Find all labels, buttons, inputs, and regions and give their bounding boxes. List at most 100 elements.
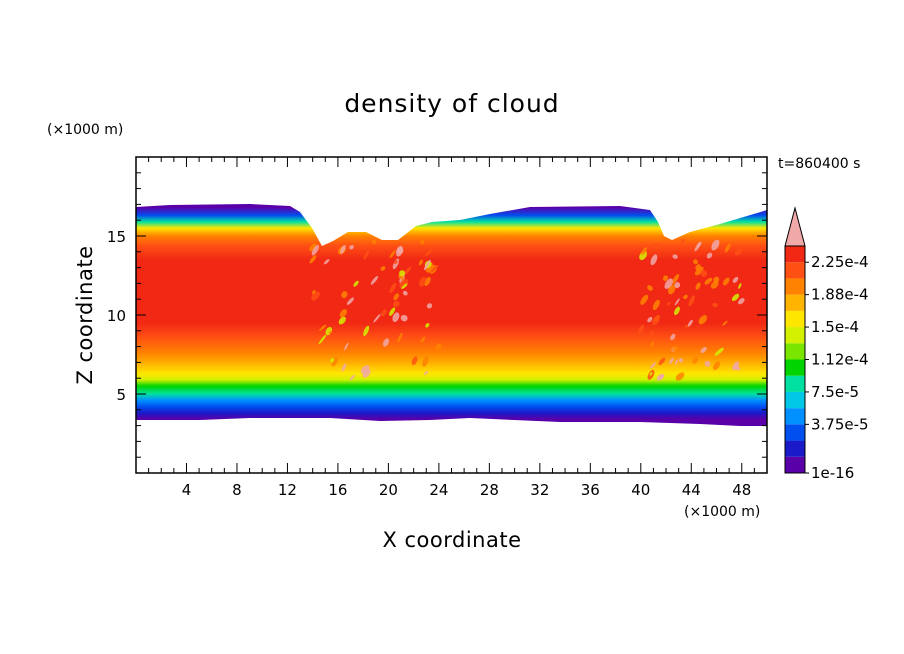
turbulence-patch [435, 343, 442, 351]
turbulence-patch [671, 274, 680, 285]
turbulence-patch [640, 294, 649, 305]
turbulence-patch [704, 277, 713, 285]
turbulence-patch [712, 302, 718, 308]
turbulence-patch [684, 324, 688, 329]
turbulence-patch [688, 295, 695, 307]
colorbar-label: 2.25e-4 [811, 253, 869, 271]
turbulence-patch [662, 275, 669, 282]
turbulence-patch [344, 342, 349, 351]
colorbar-swatch [785, 343, 805, 360]
turbulence-patch [419, 276, 426, 287]
turbulence-patch [639, 250, 647, 261]
turbulence-patch [722, 277, 730, 286]
turbulence-patch [674, 359, 679, 365]
x-tick-label: 24 [429, 481, 448, 499]
colorbar-label: 7.5e-5 [811, 383, 859, 401]
turbulence-patch [370, 276, 379, 285]
x-tick-label: 8 [232, 481, 242, 499]
turbulence-patch [363, 250, 370, 260]
x-tick-label: 12 [278, 481, 297, 499]
turbulence-patch [389, 250, 396, 259]
turbulence-patch [404, 266, 412, 276]
turbulence-patch [667, 301, 671, 306]
turbulence-patch [425, 322, 430, 328]
colorbar-swatch [785, 408, 805, 425]
turbulence-patch [372, 239, 377, 245]
colorbar-swatch [785, 424, 805, 441]
turbulence-patch [338, 316, 346, 325]
turbulence-patch [641, 247, 648, 255]
turbulence-patch [425, 248, 433, 256]
turbulence-patch [422, 356, 429, 367]
x-tick-label: 28 [480, 481, 499, 499]
colorbar-swatch [785, 262, 805, 279]
turbulent-mixing-regions [309, 239, 745, 381]
turbulence-patch [647, 316, 653, 323]
turbulence-patch [396, 247, 404, 254]
turbulence-patch [363, 325, 370, 337]
turbulence-patch [700, 270, 708, 277]
x-tick-label: 20 [379, 481, 398, 499]
turbulence-patch [339, 309, 348, 318]
turbulence-patch [732, 276, 739, 283]
time-label: t=860400 s [778, 156, 860, 172]
turbulence-patch [400, 314, 408, 322]
cloud-field [136, 204, 767, 426]
turbulence-patch [672, 345, 679, 352]
turbulence-patch [706, 252, 713, 259]
turbulence-patch [724, 243, 731, 253]
turbulence-patch [647, 285, 653, 291]
turbulence-patch [389, 307, 396, 316]
turbulence-patch [402, 290, 408, 296]
colorbar-label: 1e-16 [811, 464, 854, 482]
turbulence-patch [346, 297, 354, 305]
turbulence-patch [722, 320, 728, 326]
turbulence-patch [309, 255, 317, 264]
turbulence-patch [311, 291, 320, 301]
x-tick-label: 36 [581, 481, 600, 499]
turbulence-patch [737, 298, 745, 305]
turbulence-patch [653, 242, 660, 249]
turbulence-patch [672, 254, 678, 259]
turbulence-patch [430, 264, 439, 273]
colorbar-swatch [785, 456, 805, 473]
turbulence-patch [651, 315, 660, 326]
colorbar-swatch [785, 359, 805, 376]
turbulence-patch [734, 248, 743, 256]
turbulence-patch [423, 259, 431, 271]
turbulence-patch [382, 338, 390, 347]
turbulence-patch [401, 283, 408, 290]
x-tick-label: 32 [530, 481, 549, 499]
turbulence-patch [649, 372, 653, 376]
turbulence-patch [362, 369, 371, 378]
turbulence-patch [698, 315, 708, 325]
turbulence-patch [695, 264, 701, 271]
turbulence-patch [349, 244, 354, 250]
turbulence-patch [380, 266, 386, 271]
colorbar-label: 1.12e-4 [811, 351, 869, 369]
x-axis-label: X coordinate [382, 528, 521, 552]
turbulence-patch [664, 278, 673, 289]
y-unit-label: (×1000 m) [47, 122, 123, 138]
x-tick-label: 44 [682, 481, 701, 499]
turbulence-patch [674, 298, 680, 306]
turbulence-patch [318, 334, 327, 345]
y-tick-label: 15 [107, 228, 126, 246]
colorbar-swatch [785, 440, 805, 457]
turbulence-patch [732, 361, 740, 371]
turbulence-patch [393, 293, 400, 301]
turbulence-patch [420, 240, 425, 245]
colorbar-label: 3.75e-5 [811, 415, 869, 433]
turbulence-patch [311, 244, 319, 256]
turbulence-patch [373, 313, 381, 323]
colorbar: 2.25e-4 1.88e-4 1.5e-4 1.12e-4 7.5e-5 3.75e-5… [784, 206, 869, 482]
turbulence-patch [678, 358, 684, 363]
turbulence-patch [693, 259, 698, 265]
x-unit-label: (×1000 m) [684, 504, 760, 520]
turbulence-patch [323, 259, 330, 265]
turbulence-patch [411, 356, 418, 366]
turbulence-patch [650, 254, 658, 266]
turbulence-patch [426, 303, 433, 309]
turbulence-patch [397, 332, 403, 343]
